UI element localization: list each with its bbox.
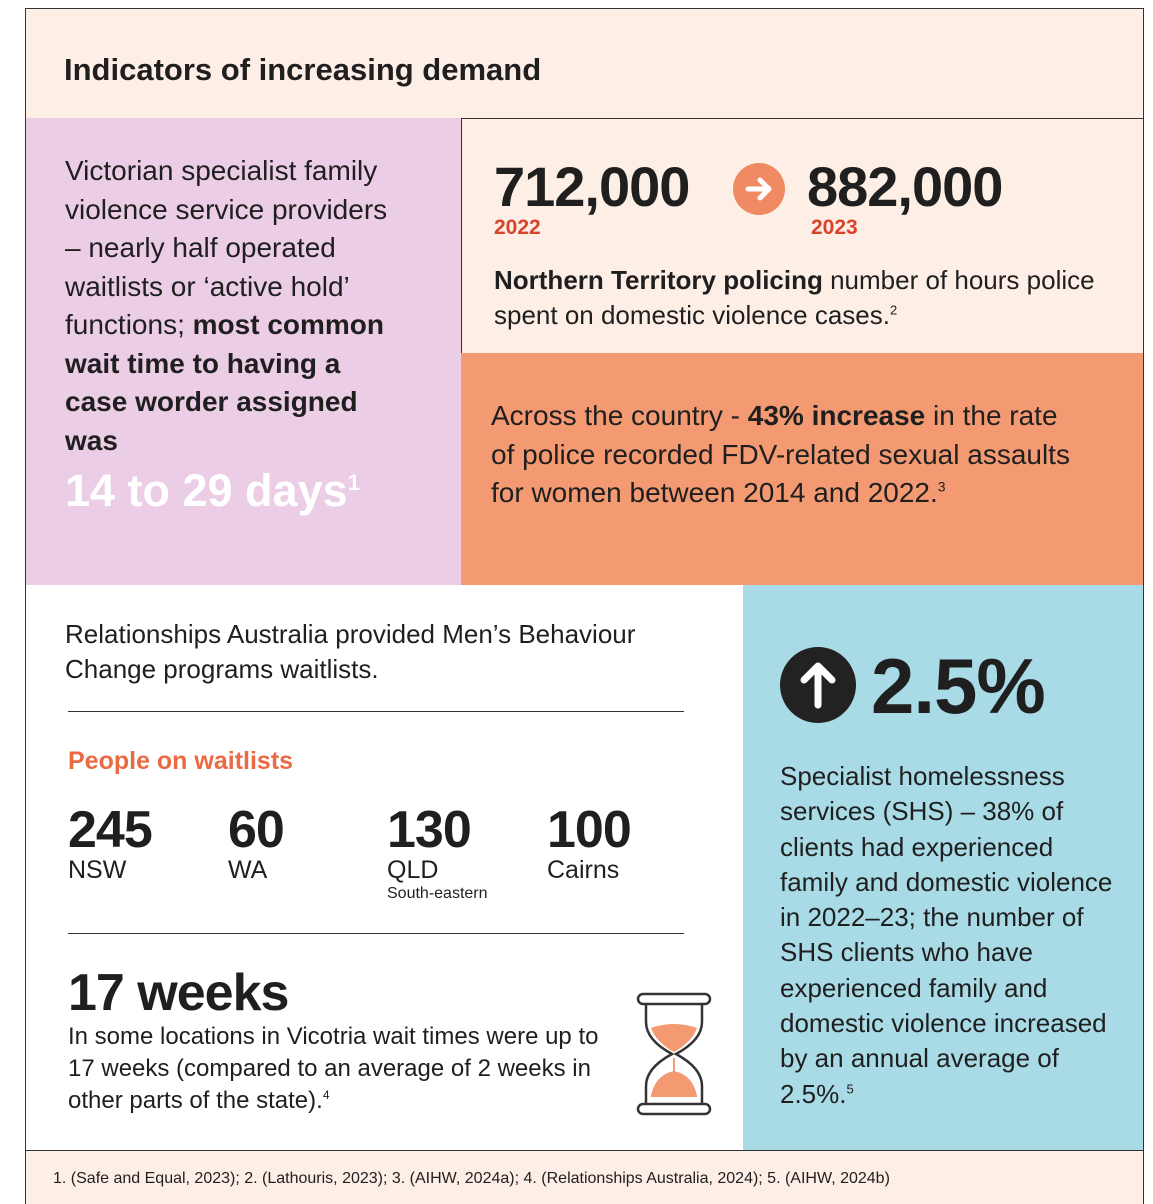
item: 130 QLD South-eastern — [387, 800, 488, 903]
item-label: Cairns — [547, 856, 620, 884]
item-value: 60 — [228, 801, 285, 859]
bold-text: most common wait time to having a case w… — [65, 309, 384, 456]
weeks-heading: 17 weeks — [68, 964, 289, 1022]
up-arrow-icon — [780, 647, 856, 723]
highlight-text: 14 to 29 days — [65, 465, 348, 516]
highlight: 14 to 29 days1 — [65, 465, 360, 516]
item-label: NSW — [68, 856, 127, 884]
description: Specialist homelessness services (SHS) –… — [780, 759, 1120, 1112]
ref: 5 — [846, 1081, 854, 1097]
item: 60 WA — [228, 800, 285, 885]
text: in the rate of police recorded FDV-relat… — [491, 400, 1070, 508]
text: number of hours police spent on domestic… — [494, 265, 1095, 330]
item: 245 NSW — [68, 800, 153, 885]
footer-text: 1. (Safe and Equal, 2023); 2. (Lathouris… — [53, 1170, 890, 1187]
description: Northern Territory policing number of ho… — [494, 263, 1104, 333]
intro: Relationships Australia provided Men’s B… — [65, 619, 636, 684]
hourglass-icon — [636, 992, 712, 1116]
assault-panel: Across the country - 43% increase in the… — [461, 353, 1144, 586]
item-value: 245 — [68, 801, 153, 859]
item-label: QLD — [387, 856, 439, 884]
item-sublabel: South-eastern — [387, 885, 488, 902]
text: Across the country - — [491, 400, 748, 431]
item: 100 Cairns — [547, 800, 632, 885]
ref: 1 — [347, 470, 361, 495]
mbc-panel: Relationships Australia provided Men’s B… — [25, 585, 744, 1151]
bold-text: Northern Territory policing — [494, 265, 823, 295]
weeks-text: In some locations in Vicotria wait times… — [68, 1021, 628, 1117]
item-value: 100 — [547, 801, 632, 859]
waitlist-panel: Victorian specialist family violence ser… — [25, 118, 462, 586]
text: Victorian specialist family violence ser… — [65, 155, 388, 340]
policing-panel: 712,000 2022 882,000 2023 Northern Terri… — [461, 118, 1144, 354]
ref: 2 — [890, 302, 898, 318]
shs-panel: 2.5% Specialist homelessness services (S… — [743, 585, 1144, 1151]
from-value: 712,000 — [494, 155, 690, 218]
arrow-icon — [733, 163, 785, 215]
divider — [68, 711, 684, 712]
from-year: 2022 — [494, 216, 541, 239]
divider — [68, 933, 684, 934]
heading: People on waitlists — [68, 747, 294, 775]
title: Indicators of increasing demand — [64, 52, 542, 87]
to-year: 2023 — [811, 216, 858, 239]
bold-text: 43% increase — [747, 400, 926, 431]
header: Indicators of increasing demand — [25, 8, 1144, 119]
ref: 4 — [322, 1088, 330, 1102]
text: Specialist homelessness services (SHS) –… — [780, 761, 1113, 1109]
stat: 2.5% — [871, 642, 1046, 730]
item-value: 130 — [387, 801, 472, 859]
to-value: 882,000 — [807, 155, 1003, 218]
ref: 3 — [937, 478, 946, 495]
text: In some locations in Vicotria wait times… — [68, 1023, 599, 1114]
item-label: WA — [228, 856, 268, 884]
